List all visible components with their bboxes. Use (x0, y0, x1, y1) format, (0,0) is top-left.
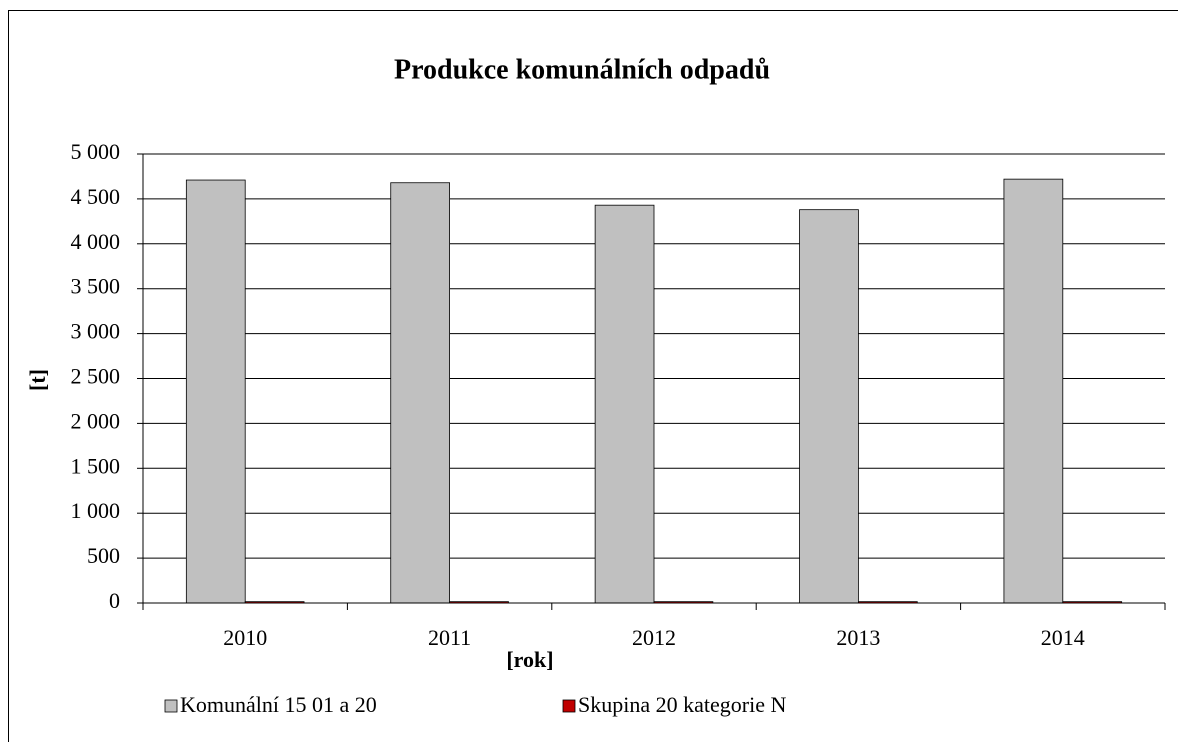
x-tick-label: 2012 (632, 625, 676, 650)
legend-label: Komunální 15 01 a 20 (180, 692, 377, 717)
chart-frame (8, 10, 1178, 742)
x-axis-label: [rok] (506, 647, 553, 672)
y-axis-label: [t] (25, 369, 50, 391)
y-tick-label: 5 000 (71, 139, 121, 164)
legend-label: Skupina 20 kategorie N (578, 692, 786, 717)
y-tick-label: 2 000 (71, 408, 121, 433)
x-tick-label: 2014 (1041, 625, 1085, 650)
y-tick-label: 500 (87, 543, 120, 568)
bar (185, 179, 246, 604)
bar (799, 209, 859, 604)
y-tick-label: 4 500 (71, 184, 121, 209)
y-tick-label: 1 000 (71, 498, 121, 523)
legend-swatch (562, 699, 576, 713)
y-tick-label: 3 500 (71, 274, 121, 299)
y-tick-label: 1 500 (71, 453, 121, 478)
legend-swatch (164, 699, 178, 713)
bar (390, 182, 450, 604)
x-tick-label: 2010 (223, 625, 267, 650)
y-tick-label: 4 000 (71, 229, 121, 254)
y-tick-label: 3 000 (71, 319, 121, 344)
x-tick-label: 2011 (428, 625, 471, 650)
bar (594, 204, 655, 604)
y-tick-label: 0 (109, 588, 120, 613)
bar (1003, 178, 1064, 604)
chart-title: Produkce komunálních odpadů (394, 54, 770, 85)
y-tick-label: 2 500 (71, 364, 121, 389)
x-tick-label: 2013 (836, 625, 880, 650)
